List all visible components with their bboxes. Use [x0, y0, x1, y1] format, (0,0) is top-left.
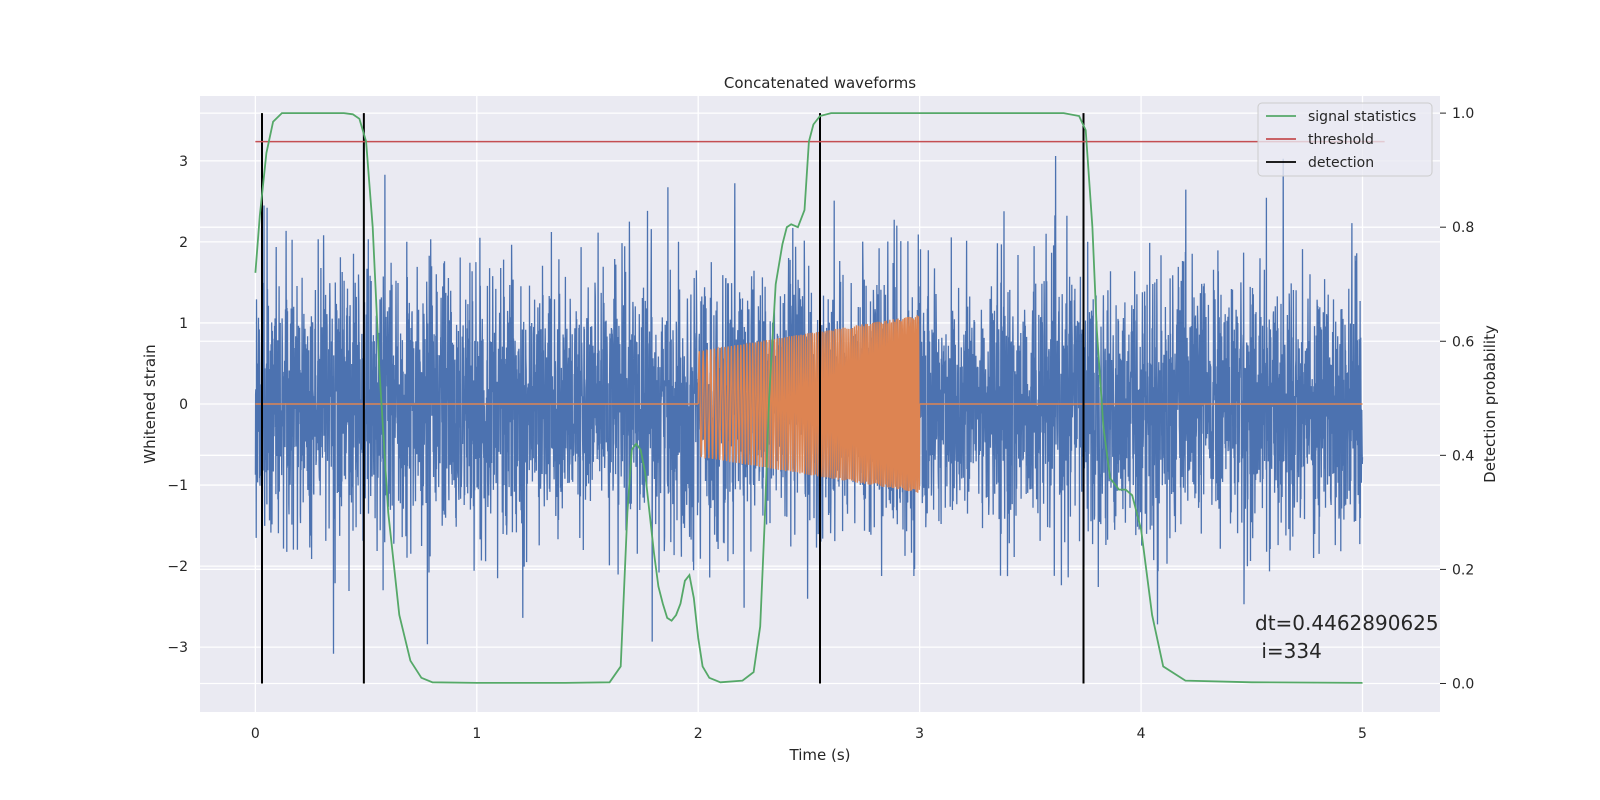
y-left-tick-label: −1 [167, 478, 188, 494]
annotation-dt: dt=0.4462890625 [1255, 611, 1439, 635]
y-right-tick-label: 0.4 [1452, 448, 1474, 464]
y-right-axis-ticks: 0.0 0.2 0.4 0.6 0.8 1.0 [1440, 106, 1474, 692]
x-tick-label: 2 [694, 726, 703, 742]
y-right-tick-label: 1.0 [1452, 106, 1474, 122]
x-tick-label: 4 [1137, 726, 1146, 742]
y-left-tick-label: −3 [167, 640, 188, 656]
y-left-tick-label: 2 [179, 235, 188, 251]
chart-title: Concatenated waveforms [724, 74, 916, 92]
x-tick-label: 1 [472, 726, 481, 742]
y-right-tick-label: 0.2 [1452, 562, 1474, 578]
y-left-tick-label: 1 [179, 316, 188, 332]
legend-label-detection: detection [1308, 155, 1374, 171]
legend-label-signal-statistics: signal statistics [1308, 109, 1416, 125]
x-tick-label: 3 [915, 726, 924, 742]
y-right-tick-label: 0.8 [1452, 220, 1474, 236]
injected-chirp-line [697, 315, 921, 493]
y-left-tick-label: 3 [179, 154, 188, 170]
y-left-tick-label: 0 [179, 397, 188, 413]
signal-statistics-line [254, 112, 1363, 684]
x-axis-label: Time (s) [789, 746, 851, 764]
y-left-axis-label: Whitened strain [141, 344, 159, 463]
detection-lines [261, 113, 1085, 684]
y-right-tick-label: 0.6 [1452, 334, 1474, 350]
annotation-index: i=334 [1255, 639, 1322, 663]
x-tick-label: 0 [251, 726, 260, 742]
y-right-axis-label: Detection probability [1481, 325, 1499, 483]
y-left-axis-ticks: −3 −2 −1 0 1 2 3 [167, 154, 188, 656]
y-right-tick-label: 0.0 [1452, 676, 1474, 692]
legend-box [1257, 102, 1433, 177]
y-left-tick-label: −2 [167, 559, 188, 575]
x-tick-label: 5 [1358, 726, 1367, 742]
legend-label-threshold: threshold [1308, 132, 1374, 148]
plot-area [254, 112, 1385, 684]
legend: signal statistics threshold detection [1257, 102, 1433, 177]
x-axis-ticks: 0 1 2 3 4 5 [251, 726, 1367, 742]
